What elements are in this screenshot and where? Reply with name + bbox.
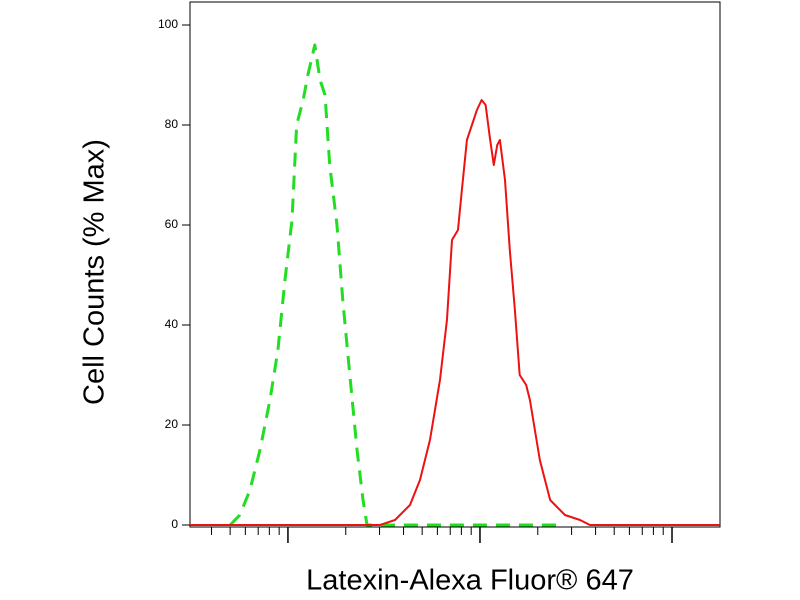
y-tick-label: 20 [165, 417, 179, 431]
y-tick-label: 0 [171, 517, 178, 531]
y-tick-label: 40 [165, 317, 179, 331]
y-tick-label: 80 [165, 117, 179, 131]
histogram-line [190, 99, 720, 526]
y-tick-label: 60 [165, 217, 179, 231]
plot-frame [189, 1, 721, 528]
y-tick-label: 100 [158, 17, 178, 31]
x-axis-title: Latexin-Alexa Fluor® 647 [306, 565, 634, 597]
histogram-line [229, 43, 560, 527]
y-axis-title: Cell Counts (% Max) [79, 139, 111, 405]
